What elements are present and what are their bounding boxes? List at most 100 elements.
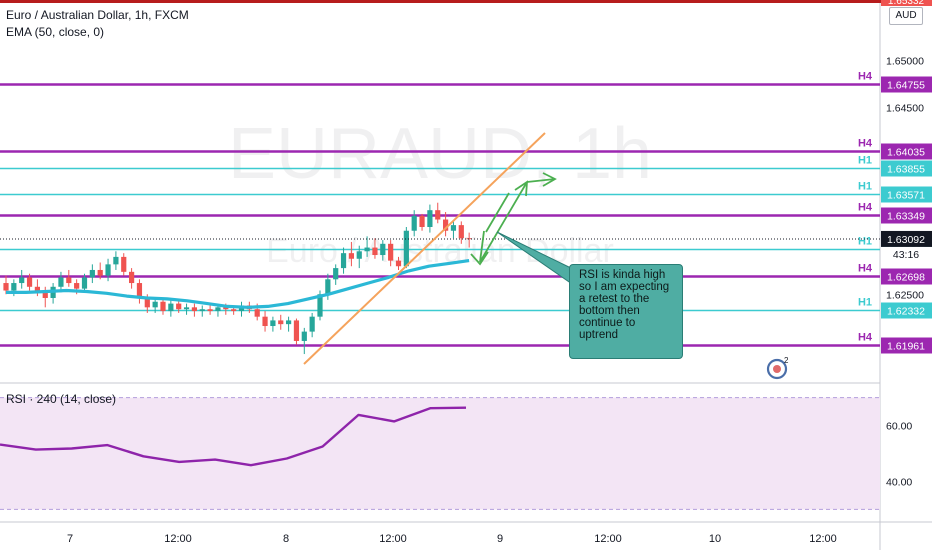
price-axis-tag-bg xyxy=(881,268,932,285)
price-axis-tag-bg xyxy=(881,160,932,177)
ema-line xyxy=(6,259,470,309)
candle-body xyxy=(11,283,17,291)
price-level-tag: H1 xyxy=(858,181,872,193)
svg-text:2: 2 xyxy=(784,356,789,365)
price-axis-tag-bg xyxy=(881,186,932,203)
candle-body xyxy=(81,277,88,289)
annotation-note[interactable]: RSI is kinda high so I am expecting a re… xyxy=(569,264,683,359)
trendline xyxy=(303,132,546,365)
rsi-band xyxy=(0,397,880,510)
candle-body xyxy=(183,307,190,310)
time-axis-label: 9 xyxy=(497,533,503,545)
candle-body xyxy=(411,215,417,231)
candle-body xyxy=(231,309,237,312)
time-axis-label: 8 xyxy=(283,533,289,545)
candle-body xyxy=(34,286,40,293)
price-level-tag: H4 xyxy=(858,332,873,344)
arrow-head xyxy=(542,172,557,187)
price-axis-label: 1.64500 xyxy=(886,102,924,114)
time-axis-label: 12:00 xyxy=(594,533,622,545)
candle-body xyxy=(113,256,119,265)
price-level-tag: H4 xyxy=(858,71,873,83)
time-axis-label: 12:00 xyxy=(809,533,837,545)
candle-body xyxy=(223,307,229,310)
projection-arrow xyxy=(479,181,528,263)
candle-body xyxy=(89,269,95,278)
candle-body xyxy=(176,303,182,310)
time-axis-label: 12:00 xyxy=(164,533,192,545)
candle-body xyxy=(333,268,339,280)
countdown-tag: 43:16 xyxy=(893,249,919,261)
chart-title: Euro / Australian Dollar, 1h, FXCM xyxy=(6,8,189,22)
candle-body xyxy=(419,215,425,227)
candle-body xyxy=(458,225,464,239)
price-axis-label: 1.62500 xyxy=(886,289,924,301)
time-axis-label: 7 xyxy=(67,533,73,545)
price-level-tag: H1 xyxy=(858,297,872,309)
price-level-tag: H1 xyxy=(858,236,872,248)
candle-body xyxy=(262,316,268,327)
candle-body xyxy=(136,283,143,298)
candle-body xyxy=(168,303,174,312)
candle-body xyxy=(364,247,370,252)
candle-body xyxy=(254,309,260,317)
price-axis-label: 1.65000 xyxy=(886,56,924,68)
candle-body xyxy=(191,307,197,312)
candle-body xyxy=(215,307,221,312)
candle-body xyxy=(450,225,457,231)
candle-body xyxy=(317,294,323,317)
projection-arrow xyxy=(526,178,556,183)
candle-body xyxy=(435,210,441,220)
rsi-axis-label: 40.00 xyxy=(886,476,912,488)
projection-arrow xyxy=(485,192,510,233)
candle-body xyxy=(160,301,166,312)
candle-body xyxy=(395,260,402,267)
candle-body xyxy=(301,331,307,341)
price-axis-tag: 1.63349 xyxy=(887,211,925,223)
price-axis-tag: 1.63855 xyxy=(887,164,925,176)
price-level-tag: H4 xyxy=(858,202,873,214)
price-axis-tag-bg xyxy=(881,302,932,319)
candle-body xyxy=(443,219,449,231)
candle-body xyxy=(356,251,362,259)
candle-body xyxy=(58,277,64,287)
top-price-marker xyxy=(0,0,932,3)
candle-body xyxy=(466,238,472,240)
price-level-tag: H4 xyxy=(858,138,873,150)
price-axis-tag-bg xyxy=(881,207,932,224)
candle-body xyxy=(340,253,347,269)
candle-body xyxy=(403,230,409,267)
candle-body xyxy=(278,320,284,325)
price-axis-tag: 1.62698 xyxy=(887,272,925,284)
candle-body xyxy=(372,247,378,256)
price-axis-tag: 1.62332 xyxy=(887,306,925,318)
price-axis-tag-bg xyxy=(881,337,932,354)
candle-body xyxy=(325,279,331,295)
candle-body xyxy=(309,316,315,332)
candle-body xyxy=(199,309,205,312)
currency-button[interactable]: AUD xyxy=(889,7,923,25)
price-axis-tag: 1.64035 xyxy=(887,147,925,159)
candle-body xyxy=(66,277,72,284)
ema-indicator-label[interactable]: EMA (50, close, 0) xyxy=(6,25,105,39)
price-level-tag: H1 xyxy=(858,155,872,167)
price-axis-tag: 1.63571 xyxy=(887,190,925,202)
candle-body xyxy=(3,283,9,291)
candle-body xyxy=(19,277,25,284)
rsi-indicator-label[interactable]: RSI · 240 (14, close) xyxy=(6,392,117,406)
candle-body xyxy=(427,210,433,227)
projection-arrow xyxy=(479,230,485,263)
price-axis-tag: 1.64755 xyxy=(887,80,925,92)
candle-body xyxy=(144,297,150,308)
current-price-tag-bg xyxy=(881,230,932,247)
candle-body xyxy=(97,269,103,276)
price-axis-tag-bg xyxy=(881,76,932,93)
arrow-head xyxy=(470,251,489,266)
candle-body xyxy=(293,320,300,341)
candle-body xyxy=(270,320,276,327)
tradingview-logo-icon: 2 xyxy=(766,356,789,380)
price-axis-tag-bg xyxy=(881,143,932,160)
countdown-tag-bg xyxy=(881,246,932,261)
candle-body xyxy=(388,243,394,261)
